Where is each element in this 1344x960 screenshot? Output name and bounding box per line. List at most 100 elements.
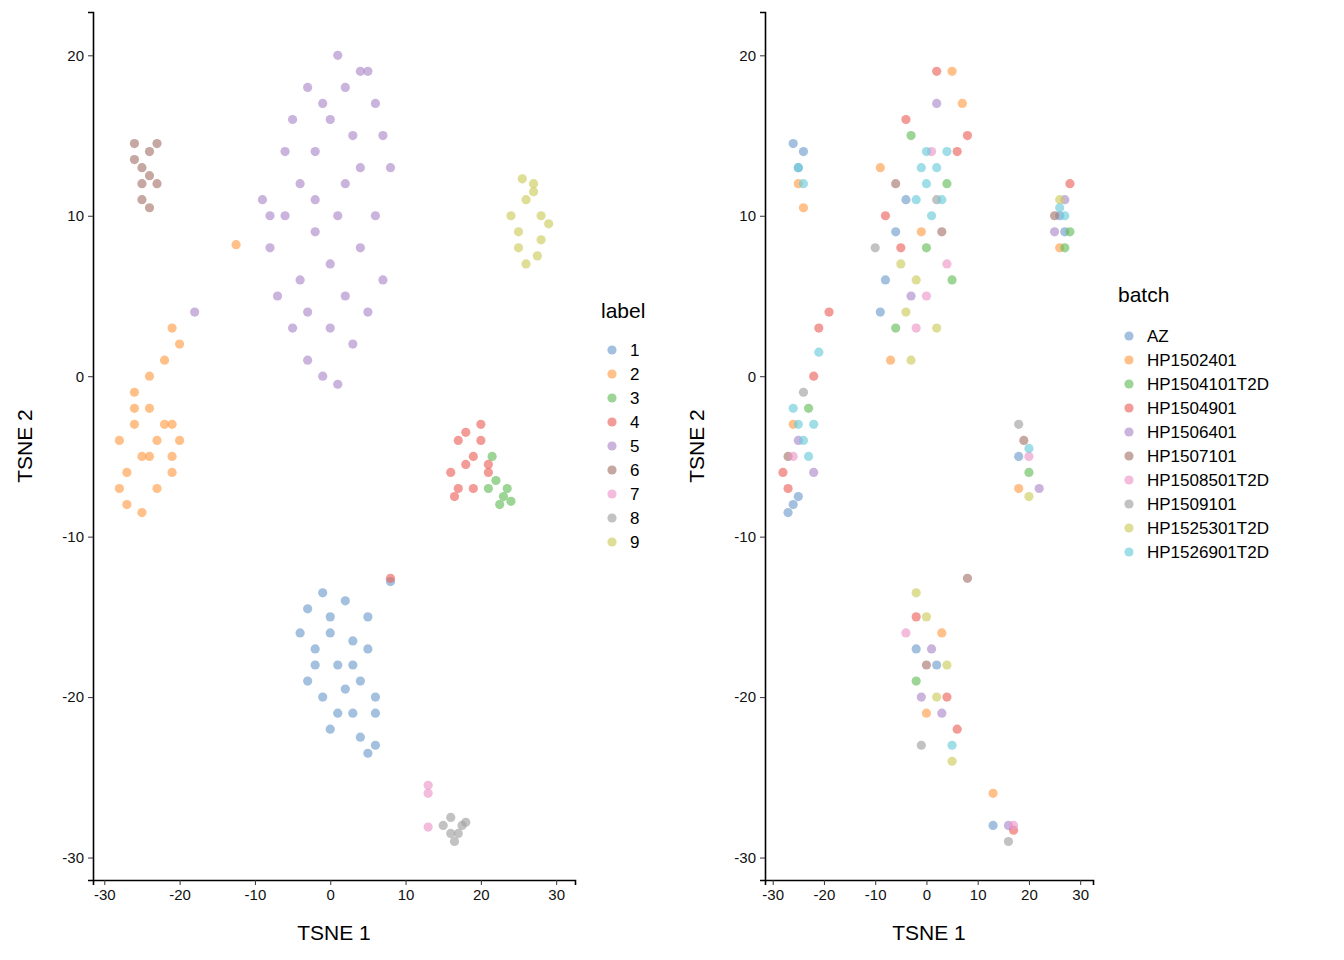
- point: [450, 492, 459, 501]
- y-tick-label: -30: [62, 849, 84, 866]
- series: [783, 139, 1069, 830]
- point: [901, 628, 910, 637]
- point: [937, 227, 946, 236]
- point: [296, 628, 305, 637]
- point: [450, 837, 459, 846]
- legend-item: HP1526901T2D: [1124, 543, 1269, 562]
- point: [783, 484, 792, 493]
- point: [341, 291, 350, 300]
- point: [912, 275, 921, 284]
- point: [190, 307, 199, 316]
- series: [296, 577, 396, 758]
- point: [922, 147, 931, 156]
- x-tick-mark: [773, 880, 774, 885]
- point: [1060, 243, 1069, 252]
- y-axis-title: TSNE 2: [685, 409, 708, 483]
- point: [947, 275, 956, 284]
- y-axis-line: [88, 13, 94, 881]
- point: [145, 147, 154, 156]
- x-axis: -30-20-100102030: [762, 880, 1093, 903]
- point: [922, 291, 931, 300]
- point: [454, 436, 463, 445]
- point: [922, 179, 931, 188]
- point: [145, 171, 154, 180]
- legend-label: HP1509101: [1147, 495, 1237, 514]
- point: [896, 259, 905, 268]
- point: [988, 789, 997, 798]
- y-tick: -30: [734, 849, 765, 866]
- point: [318, 372, 327, 381]
- legend-item: AZ: [1124, 327, 1168, 346]
- x-tick-mark: [180, 880, 181, 885]
- point: [363, 749, 372, 758]
- x-axis-line: [766, 881, 1094, 886]
- series: [190, 51, 395, 389]
- y-tick-label: -10: [734, 528, 756, 545]
- legend-item: 8: [607, 509, 639, 528]
- point: [303, 307, 312, 316]
- point: [457, 821, 466, 830]
- point: [145, 404, 154, 413]
- legend-label: HP1508501T2D: [1147, 471, 1269, 490]
- legend-item: 5: [607, 437, 639, 456]
- point: [947, 741, 956, 750]
- legend-marker: [607, 369, 616, 378]
- point: [461, 460, 470, 469]
- point: [296, 179, 305, 188]
- legend-marker: [607, 417, 616, 426]
- point: [130, 420, 139, 429]
- legend-marker: [1124, 331, 1133, 340]
- point: [814, 323, 823, 332]
- point: [348, 636, 357, 645]
- point: [932, 660, 941, 669]
- x-axis-title: TSNE 1: [892, 921, 966, 944]
- legend-marker: [1124, 427, 1133, 436]
- point: [533, 251, 542, 260]
- point: [1060, 211, 1069, 220]
- series: [789, 67, 1065, 798]
- point: [495, 500, 504, 509]
- x-tick: -20: [169, 880, 191, 903]
- y-tick-label: 10: [67, 207, 84, 224]
- point: [906, 131, 915, 140]
- point: [922, 660, 931, 669]
- point: [901, 115, 910, 124]
- x-axis: -30-20-100102030: [94, 880, 576, 903]
- legend-marker: [1124, 475, 1133, 484]
- legend-label: 5: [630, 437, 639, 456]
- point: [461, 428, 470, 437]
- legend-label: 2: [630, 365, 639, 384]
- legend-marker: [607, 537, 616, 546]
- point: [942, 259, 951, 268]
- point: [1065, 227, 1074, 236]
- point: [514, 243, 523, 252]
- point: [424, 789, 433, 798]
- point: [115, 436, 124, 445]
- legend-item: 9: [607, 533, 639, 552]
- point: [326, 628, 335, 637]
- series: [115, 240, 241, 517]
- point: [1050, 227, 1059, 236]
- point: [341, 83, 350, 92]
- point: [953, 147, 962, 156]
- x-tick-mark: [824, 880, 825, 885]
- legend-marker: [607, 489, 616, 498]
- point: [137, 179, 146, 188]
- point: [371, 709, 380, 718]
- point: [963, 131, 972, 140]
- point: [160, 356, 169, 365]
- legend-label: 9: [630, 533, 639, 552]
- point: [1024, 444, 1033, 453]
- x-tick: -10: [865, 880, 887, 903]
- point: [326, 115, 335, 124]
- point: [130, 388, 139, 397]
- x-tick: -30: [94, 880, 116, 903]
- y-tick-mark: [88, 55, 93, 56]
- x-tick-mark: [556, 880, 557, 885]
- point: [446, 829, 455, 838]
- point: [1055, 203, 1064, 212]
- x-tick: 30: [1072, 880, 1089, 903]
- legend-item: HP1504101T2D: [1124, 375, 1269, 394]
- point: [922, 709, 931, 718]
- x-tick-mark: [104, 880, 105, 885]
